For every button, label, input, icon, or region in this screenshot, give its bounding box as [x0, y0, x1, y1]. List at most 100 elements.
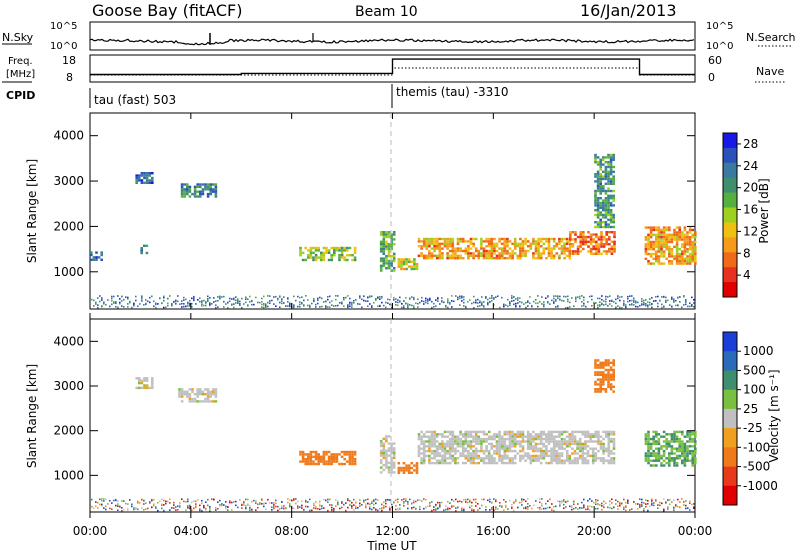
noise-cell — [673, 509, 675, 511]
echo-cell — [568, 252, 572, 255]
echo-cell — [348, 246, 352, 250]
echo-cell — [596, 373, 600, 376]
echo-cell — [610, 240, 614, 243]
echo-cell — [417, 237, 421, 241]
echo-cell — [647, 449, 650, 453]
noise-cell — [169, 502, 171, 504]
echo-cell — [456, 457, 460, 460]
echo-cell — [668, 240, 671, 244]
noise-cell — [289, 305, 291, 308]
echo-cell — [594, 388, 597, 391]
echo-cell — [441, 237, 444, 241]
noise-cell — [665, 301, 667, 303]
noise-cell — [391, 304, 393, 306]
noise-cell — [129, 300, 131, 303]
noise-cell — [369, 506, 371, 508]
noise-cell — [461, 501, 463, 503]
echo-cell — [188, 397, 192, 401]
echo-cell — [668, 464, 671, 467]
noise-cell — [265, 303, 267, 305]
echo-cell — [600, 243, 603, 246]
noise-cell — [325, 300, 327, 303]
echo-cell — [675, 461, 679, 465]
echo-cell — [333, 458, 336, 461]
noise-cell — [539, 501, 541, 504]
noise-cell — [547, 295, 549, 297]
noise-cell — [537, 305, 539, 308]
echo-cell — [686, 248, 689, 251]
echo-cell — [596, 187, 600, 190]
echo-cell — [186, 393, 189, 396]
noise-cell — [645, 503, 647, 505]
echo-cell — [613, 240, 616, 243]
echo-cell — [596, 225, 600, 229]
echo-cell — [688, 243, 692, 246]
echo-cell — [503, 433, 507, 436]
echo-cell — [686, 233, 689, 236]
echo-cell — [428, 440, 431, 443]
noise-cell — [165, 306, 167, 309]
echo-cell — [599, 197, 602, 200]
noise-cell — [627, 297, 629, 300]
noise-cell — [261, 499, 263, 501]
echo-cell — [145, 172, 149, 175]
echo-cell — [428, 457, 431, 460]
noise-cell — [493, 298, 495, 300]
noise-cell — [647, 503, 649, 505]
noise-cell — [535, 299, 537, 301]
echo-cell — [472, 454, 475, 458]
echo-cell — [199, 388, 202, 391]
echo-cell — [204, 397, 207, 401]
echo-cell — [691, 240, 694, 244]
echo-cell — [524, 435, 527, 438]
colorbar-tick-label: 20 — [743, 181, 758, 195]
echo-cell — [655, 433, 658, 436]
echo-cell — [526, 430, 530, 434]
echo-cell — [448, 249, 452, 253]
echo-cell — [511, 437, 514, 441]
noise-cell — [685, 500, 687, 502]
echo-cell — [613, 233, 616, 236]
noise-cell — [377, 296, 379, 298]
noise-cell — [201, 502, 203, 505]
echo-cell — [587, 245, 590, 248]
echo-cell — [607, 385, 610, 388]
echo-cell — [665, 257, 668, 260]
echo-cell — [678, 231, 681, 234]
noise-cell — [365, 505, 367, 507]
echo-cell — [529, 247, 533, 250]
noise-cell — [595, 503, 597, 506]
echo-cell — [675, 440, 679, 443]
echo-cell — [604, 373, 608, 376]
echo-cell — [435, 257, 439, 260]
noise-cell — [487, 302, 489, 305]
noise-cell — [145, 502, 147, 504]
noise-cell — [271, 509, 273, 511]
echo-cell — [346, 258, 349, 262]
echo-cell — [212, 183, 215, 186]
echo-cell — [578, 440, 582, 443]
noise-cell — [671, 296, 673, 299]
echo-cell — [461, 452, 465, 455]
echo-cell — [214, 190, 218, 193]
echo-cell — [683, 464, 687, 467]
echo-cell — [668, 255, 671, 258]
noise-cell — [329, 504, 331, 506]
echo-cell — [446, 240, 449, 243]
echo-cell — [607, 361, 610, 364]
noise-cell — [605, 298, 607, 301]
echo-cell — [534, 240, 538, 243]
echo-cell — [670, 459, 674, 462]
echo-cell — [589, 252, 593, 255]
noise-cell — [347, 506, 349, 509]
echo-cell — [592, 252, 595, 255]
echo-cell — [594, 204, 597, 207]
echo-cell — [469, 445, 473, 448]
noise-cell — [385, 500, 387, 502]
noise-cell — [123, 306, 125, 308]
echo-cell — [537, 437, 540, 441]
echo-cell — [683, 228, 687, 232]
echo-cell — [148, 172, 151, 175]
nsky-tick-bottom: 10^0 — [50, 41, 77, 52]
echo-cell — [574, 252, 577, 255]
